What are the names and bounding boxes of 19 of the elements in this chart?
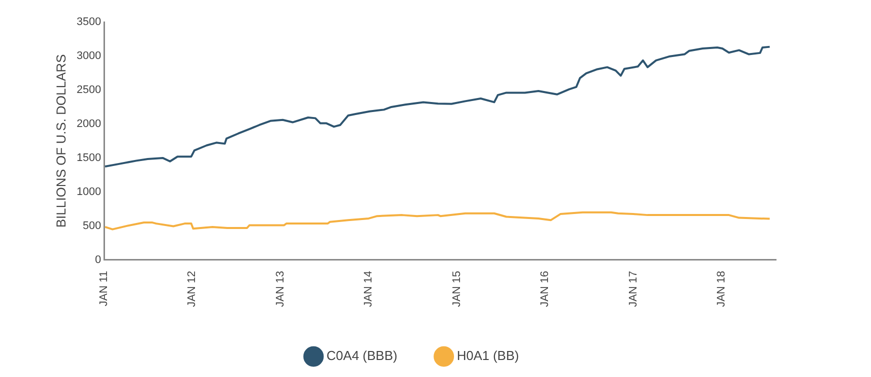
x-tick-label: JAN 16 (538, 270, 551, 308)
y-axis-title: BILLIONS OF U.S. DOLLARS (53, 54, 68, 228)
y-tick-label: 1000 (76, 186, 102, 198)
x-tick-label: JAN 13 (274, 270, 287, 308)
y-tick-label: 500 (82, 220, 102, 232)
y-tick-label: 3500 (76, 16, 102, 28)
legend-label: C0A4 (BBB) (326, 348, 398, 364)
y-tick-label: 0 (94, 254, 102, 266)
x-tick-label: JAN 12 (186, 270, 198, 308)
y-tick-label: 1500 (76, 152, 102, 164)
y-tick-label: 3000 (76, 50, 102, 62)
x-tick-label: JAN 17 (627, 270, 640, 308)
y-tick-label: 2000 (76, 118, 102, 130)
y-tick-label: 2500 (76, 84, 102, 96)
x-tick-label: JAN 11 (98, 270, 110, 306)
x-tick-label: JAN 15 (450, 270, 463, 308)
legend-label: H0A1 (BB) (456, 348, 519, 364)
x-tick-label: JAN 18 (715, 270, 728, 308)
x-tick-label: JAN 14 (362, 270, 375, 308)
